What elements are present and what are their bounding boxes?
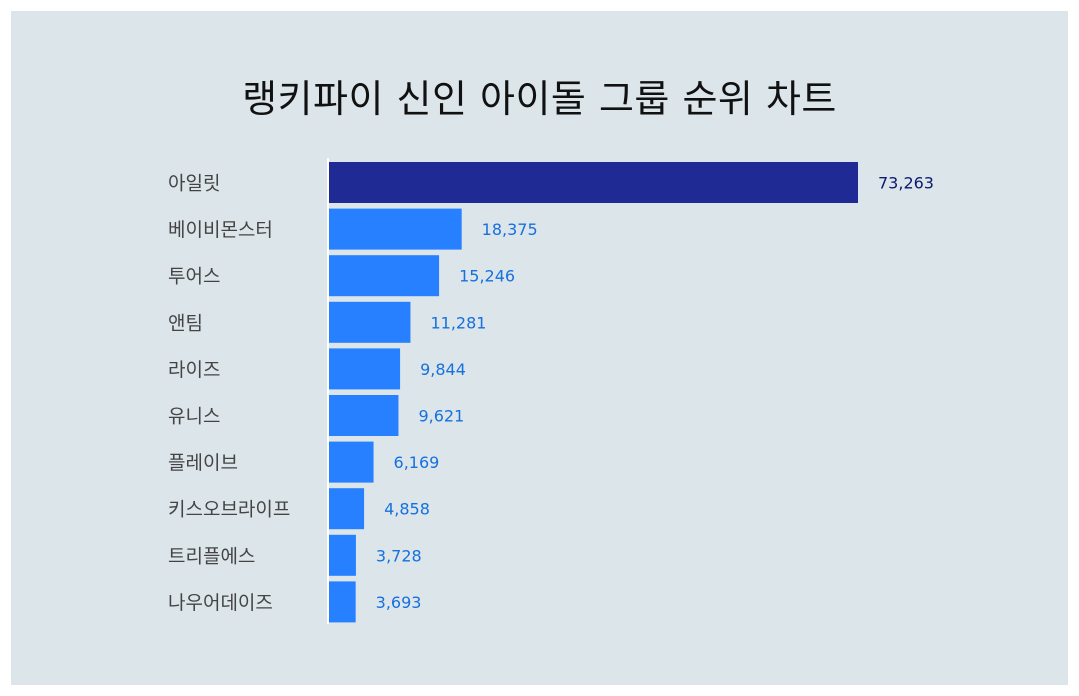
value-label: 18,375 <box>482 220 538 239</box>
category-label: 플레이브 <box>168 452 238 474</box>
value-label: 6,169 <box>394 453 440 472</box>
chart-title: 랭키파이 신인 아이돌 그룹 순위 차트 <box>242 77 837 121</box>
value-label: 11,281 <box>430 313 486 332</box>
category-label: 유니스 <box>168 406 220 428</box>
value-label: 4,858 <box>384 500 430 519</box>
value-label: 9,844 <box>420 360 466 379</box>
bar <box>329 581 356 623</box>
category-label: 앤팀 <box>168 312 203 334</box>
category-label: 트리플에스 <box>168 545 255 567</box>
category-label: 아일릿 <box>168 173 220 195</box>
bar <box>329 162 858 203</box>
value-label: 9,621 <box>418 407 464 426</box>
value-label: 73,263 <box>878 174 934 193</box>
bar <box>329 301 411 343</box>
category-label: 키스오브라이프 <box>168 499 290 521</box>
bar <box>329 441 374 483</box>
value-label: 15,246 <box>459 267 515 286</box>
category-label: 베이비몬스터 <box>168 219 273 241</box>
bar <box>329 488 365 530</box>
value-label: 3,693 <box>376 593 422 612</box>
chart-background <box>11 11 1068 685</box>
bar <box>329 395 399 436</box>
value-label: 3,728 <box>376 546 422 565</box>
category-label: 라이즈 <box>168 359 220 381</box>
category-label: 나우어데이즈 <box>168 592 273 614</box>
bar <box>329 534 356 576</box>
bar <box>329 208 462 250</box>
bar <box>329 255 440 297</box>
bar <box>329 348 401 390</box>
category-label: 투어스 <box>168 266 220 288</box>
